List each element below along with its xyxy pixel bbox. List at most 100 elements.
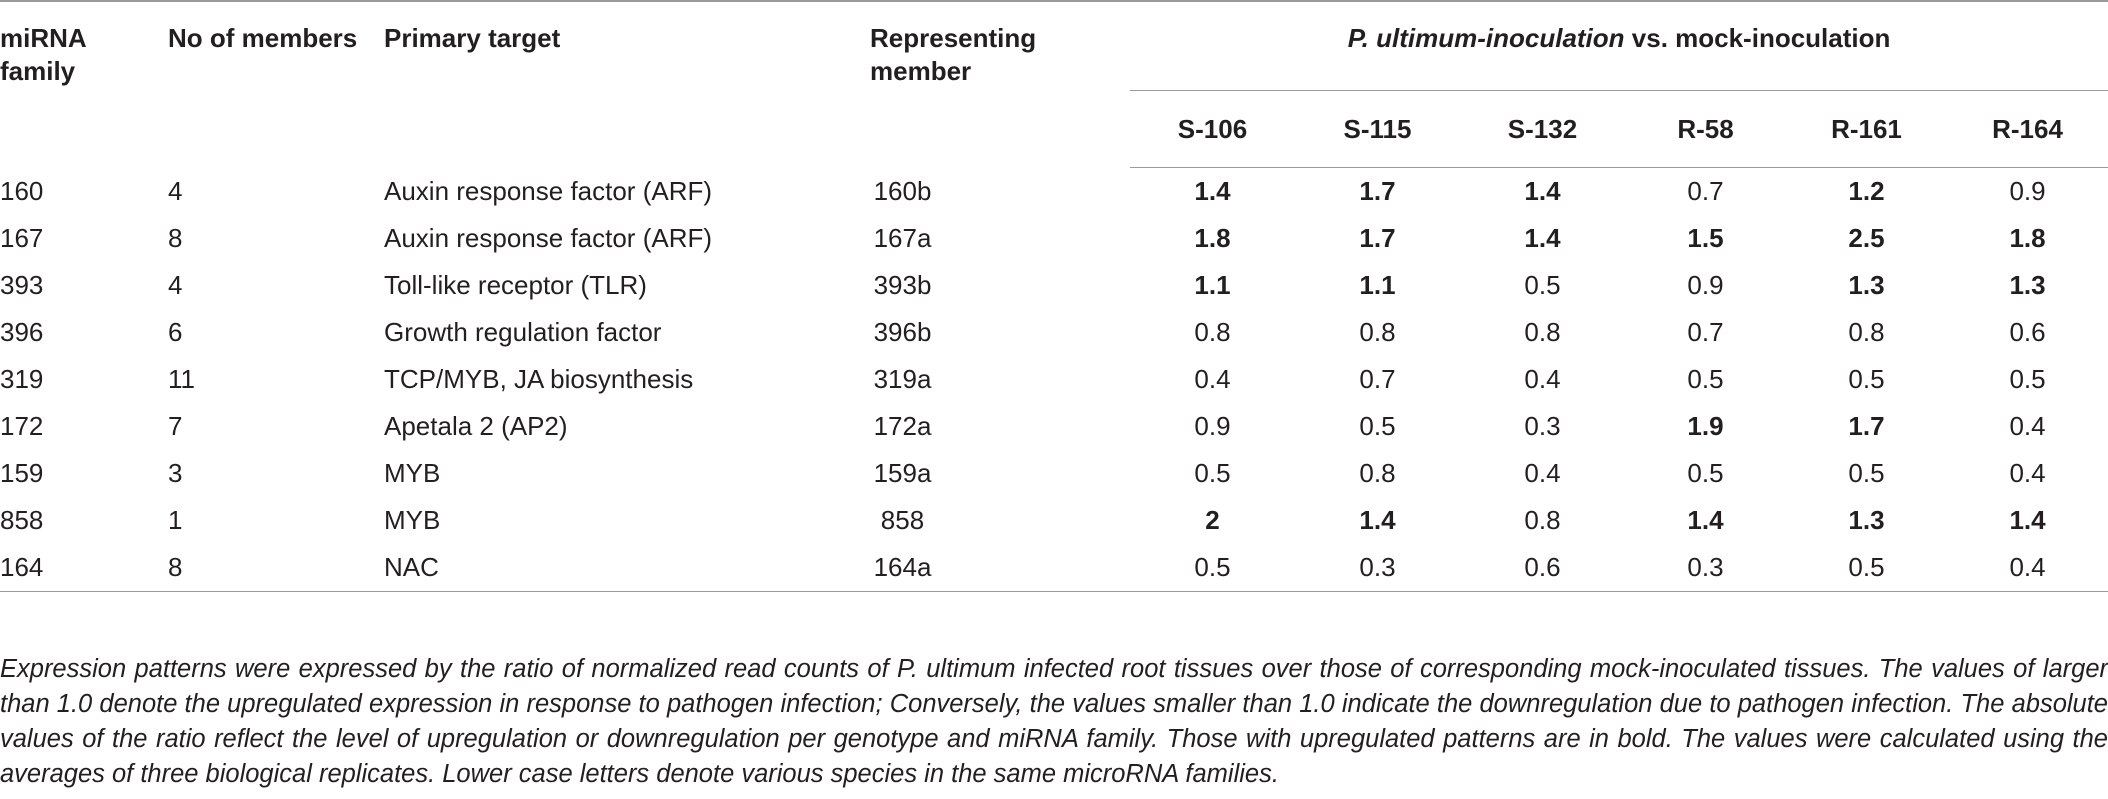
cell-ratio-value: 0.8 (1359, 317, 1396, 347)
cell-ratio-value: 1.4 (2009, 505, 2046, 535)
cell-no-of-members: 8 (168, 544, 383, 592)
cell-ratio-value: 2.5 (1848, 223, 1885, 253)
cell-representing-member: 160b (873, 175, 932, 206)
cell-no-of-members: 1 (168, 505, 183, 535)
cell-ratio-value: 0.8 (1524, 317, 1561, 347)
table-row: 319 11 TCP/MYB, JA biosynthesis 319a 0.4 0.7 0… (0, 356, 2108, 403)
cell-ratio-value: 0.8 (1359, 458, 1396, 488)
cell-ratio-value: 0.5 (1194, 458, 1231, 488)
cell-ratio-value: 0.9 (1687, 270, 1724, 300)
cell-mirna-family: 858 (0, 505, 44, 535)
cell-representing-member: 172a (873, 411, 932, 441)
cell-primary-target: Growth regulation factor (384, 317, 662, 347)
cell-representing-member: 164a (800, 544, 1130, 592)
header-genotype-s115: S-115 (1295, 90, 1460, 168)
cell-representing-member: 396b (873, 317, 932, 347)
cell-representing-member: 159a (873, 458, 932, 488)
cell-ratio-value: 0.7 (1687, 176, 1724, 206)
cell-ratio-value: 0.4 (2009, 458, 2046, 488)
cell-representing-member: 393b (873, 270, 932, 300)
table-row: 172 7 Apetala 2 (AP2) 172a 0.9 0.5 0.3 1.9 1.7 0.… (0, 403, 2108, 450)
cell-ratio-value: 0.5 (1687, 364, 1724, 394)
table-row: 159 3 MYB 159a 0.5 0.8 0.4 0.5 0.5 0.4 (0, 450, 2108, 497)
cell-ratio-value: 0.5 (1524, 270, 1561, 300)
cell-ratio-value: 0.5 (1848, 458, 1885, 488)
cell-mirna-family: 164 (0, 544, 168, 592)
cell-ratio-value: 0.4 (1947, 544, 2108, 592)
cell-ratio-value: 0.4 (1524, 458, 1561, 488)
cell-ratio-value: 0.8 (1524, 505, 1561, 535)
table-row: 393 4 Toll-like receptor (TLR) 393b 1.1 1.1 0.… (0, 262, 2108, 309)
table-row: 164 8 NAC 164a 0.5 0.3 0.6 0.3 0.5 0.4 (0, 544, 2108, 592)
cell-ratio-value: 0.8 (1194, 317, 1231, 347)
header-genotype-r164: R-164 (1947, 90, 2108, 168)
cell-primary-target: TCP/MYB, JA biosynthesis (384, 364, 694, 394)
table-footnote: Expression patterns were expressed by th… (0, 655, 2108, 788)
cell-ratio-value: 1.4 (1687, 505, 1724, 535)
cell-primary-target: Toll-like receptor (TLR) (384, 270, 647, 300)
cell-ratio-value: 1.8 (2009, 223, 2046, 253)
table-row: 396 6 Growth regulation factor 396b 0.8 0.8 0.… (0, 309, 2108, 356)
cell-ratio-value: 0.3 (1524, 411, 1561, 441)
cell-ratio-value: 1.7 (1848, 411, 1885, 441)
cell-ratio-value: 1.9 (1687, 411, 1724, 441)
cell-ratio-value: 0.7 (1687, 317, 1724, 347)
cell-ratio-value: 1.1 (1194, 270, 1231, 300)
cell-ratio-value: 0.5 (1130, 544, 1295, 592)
cell-ratio-value: 0.3 (1625, 544, 1786, 592)
cell-ratio-value: 0.6 (2009, 317, 2046, 347)
cell-mirna-family: 319 (0, 364, 44, 394)
cell-ratio-value: 0.5 (2009, 364, 2046, 394)
cell-mirna-family: 393 (0, 270, 44, 300)
cell-representing-member: 167a (873, 223, 932, 253)
cell-ratio-value: 0.5 (1786, 544, 1947, 592)
cell-ratio-value: 0.4 (1524, 364, 1561, 394)
cell-primary-target: Auxin response factor (ARF) (384, 223, 713, 253)
cell-ratio-value: 1.8 (1194, 223, 1231, 253)
table-row: 858 1 MYB 858 2 1.4 0.8 1.4 1.3 1.4 (0, 497, 2108, 544)
cell-no-of-members: 7 (168, 411, 183, 441)
cell-ratio-value: 2 (1205, 505, 1220, 535)
cell-ratio-value: 0.5 (1359, 411, 1396, 441)
cell-ratio-value: 0.9 (1194, 411, 1231, 441)
header-genotype-s106: S-106 (1130, 90, 1295, 168)
cell-ratio-value: 0.8 (1848, 317, 1885, 347)
header-pathogen-label: P. ultimum-inoculation (1347, 23, 1625, 53)
header-primary-target: Primary target (384, 23, 561, 53)
table-row: 160 4 Auxin response factor (ARF) 160b 1.4 1.… (0, 168, 2108, 216)
cell-ratio-value: 0.3 (1295, 544, 1460, 592)
cell-ratio-value: 1.3 (2009, 270, 2046, 300)
cell-representing-member: 858 (880, 505, 925, 535)
header-comparison-group: P. ultimum-inoculation vs. mock-inoculat… (1130, 1, 2108, 91)
cell-ratio-value: 0.7 (1359, 364, 1396, 394)
cell-representing-member: 319a (873, 364, 932, 394)
cell-ratio-value: 1.2 (1848, 176, 1885, 206)
cell-ratio-value: 0.9 (2009, 176, 2046, 206)
cell-no-of-members: 8 (168, 223, 183, 253)
header-genotype-r58: R-58 (1625, 90, 1786, 168)
cell-ratio-value: 1.4 (1359, 505, 1396, 535)
cell-ratio-value: 0.4 (2009, 411, 2046, 441)
cell-mirna-family: 160 (0, 175, 44, 206)
header-mirna-family: miRNA family (0, 23, 86, 86)
cell-ratio-value: 0.5 (1687, 458, 1724, 488)
cell-ratio-value: 1.4 (1524, 223, 1561, 253)
cell-ratio-value: 1.3 (1848, 270, 1885, 300)
header-representing-member: Representing member (870, 23, 1037, 86)
cell-primary-target: MYB (384, 458, 441, 488)
cell-no-of-members: 4 (168, 270, 183, 300)
cell-primary-target: MYB (384, 505, 441, 535)
cell-no-of-members: 4 (168, 175, 183, 206)
header-genotype-s132: S-132 (1460, 90, 1625, 168)
cell-mirna-family: 396 (0, 317, 44, 347)
table-body: 160 4 Auxin response factor (ARF) 160b 1.4 1.… (0, 168, 2108, 592)
table-row: 167 8 Auxin response factor (ARF) 167a 1.8 1.… (0, 215, 2108, 262)
cell-no-of-members: 3 (168, 458, 183, 488)
cell-no-of-members: 11 (168, 364, 195, 394)
cell-ratio-value: 1.3 (1848, 505, 1885, 535)
header-no-of-members: No of members (168, 23, 358, 53)
cell-primary-target: Apetala 2 (AP2) (384, 411, 568, 441)
cell-ratio-value: 1.7 (1359, 176, 1396, 206)
cell-ratio-value: 0.4 (1194, 364, 1231, 394)
cell-ratio-value: 1.4 (1524, 176, 1561, 206)
